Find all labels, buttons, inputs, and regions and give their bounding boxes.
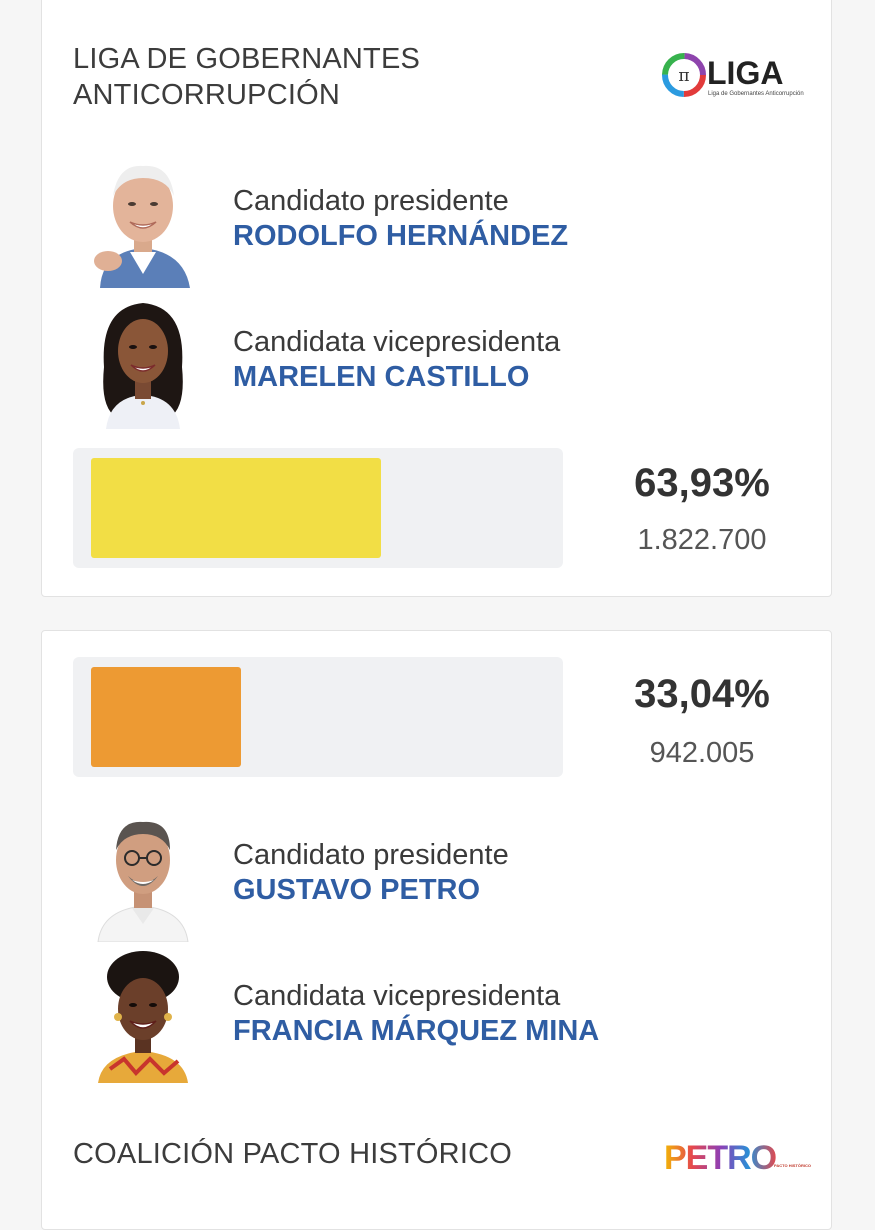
vote-bar-fill	[91, 667, 241, 767]
liga-logo-tagline: Liga de Gobernantes Anticorrupción	[708, 91, 804, 97]
president-role: Candidato presidente	[233, 839, 509, 871]
petro-logo: PETRO PACTO HISTÓRICO	[662, 1137, 812, 1179]
gustavo-petro-photo	[90, 810, 196, 942]
vice-president-name: MARELEN CASTILLO	[233, 361, 530, 393]
liga-logo-word: LIGA	[707, 55, 783, 91]
candidate-card-pacto-historico: 33,04% 942.005 Candidato presidente GUST…	[41, 630, 832, 1230]
vote-percentage: 63,93%	[634, 461, 770, 505]
liga-logo-symbol: π	[678, 66, 689, 86]
party-name: COALICIÓN PACTO HISTÓRICO	[73, 1138, 512, 1170]
vote-percentage: 33,04%	[634, 672, 770, 716]
vote-bar-track	[73, 657, 563, 777]
president-row: Candidato presidente RODOLFO HERNÁNDEZ	[90, 156, 610, 288]
president-name: GUSTAVO PETRO	[233, 874, 481, 906]
vice-president-row: Candidata vicepresidenta FRANCIA MÁRQUEZ…	[90, 951, 610, 1083]
rodolfo-hernandez-photo	[90, 156, 196, 288]
president-role: Candidato presidente	[233, 185, 509, 217]
vote-count: 942.005	[649, 737, 755, 769]
francia-marquez-photo	[90, 951, 196, 1083]
vote-bar-fill	[91, 458, 381, 558]
vice-president-role: Candidata vicepresidenta	[233, 326, 561, 358]
petro-logo-word: PETRO	[664, 1139, 777, 1177]
liga-logo: π LIGA Liga de Gobernantes Anticorrupció…	[660, 53, 810, 103]
president-name: RODOLFO HERNÁNDEZ	[233, 220, 569, 252]
vice-president-role: Candidata vicepresidenta	[233, 980, 561, 1012]
vice-president-row: Candidata vicepresidenta MARELEN CASTILL…	[90, 297, 610, 429]
vote-bar-track	[73, 448, 563, 568]
candidate-card-liga: LIGA DE GOBERNANTES ANTICORRUPCIÓN π LIG…	[41, 0, 832, 597]
marelen-castillo-photo	[90, 297, 196, 429]
vote-count: 1.822.700	[637, 524, 767, 556]
vice-president-name: FRANCIA MÁRQUEZ MINA	[233, 1015, 600, 1047]
president-row: Candidato presidente GUSTAVO PETRO	[90, 810, 610, 942]
party-name: LIGA DE GOBERNANTES ANTICORRUPCIÓN	[73, 43, 421, 111]
petro-logo-tagline: PACTO HISTÓRICO	[774, 1163, 811, 1168]
